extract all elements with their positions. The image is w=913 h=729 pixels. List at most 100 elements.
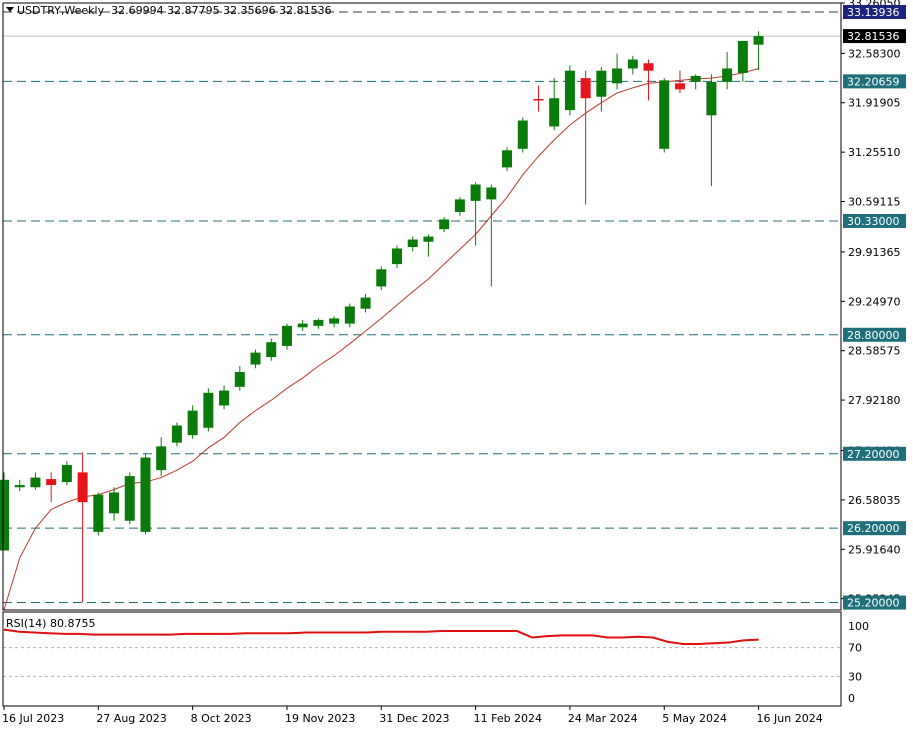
level-price-tag — [843, 595, 906, 610]
candle-body — [580, 78, 591, 99]
bullish-candle — [203, 388, 214, 432]
candle-body — [14, 485, 25, 488]
bearish-candle — [674, 70, 685, 94]
x-tick-label: 8 Oct 2023 — [191, 712, 252, 725]
bullish-candle — [486, 184, 497, 287]
rsi-value: 80.8755 — [49, 617, 96, 630]
candle-body — [329, 318, 340, 324]
bullish-candle — [0, 472, 9, 551]
x-tick-label: 27 Aug 2023 — [96, 712, 166, 725]
bullish-candle — [612, 53, 623, 90]
x-tick-label: 24 Mar 2024 — [568, 712, 638, 725]
level-price-label: 27.20000 — [847, 448, 900, 461]
candle-body — [376, 269, 387, 287]
candle-body — [219, 390, 230, 406]
candle-body — [250, 352, 261, 365]
candle-body — [281, 325, 292, 346]
ohlc-close: 32.81536 — [279, 4, 332, 17]
level-lines — [3, 11, 841, 604]
y-tick-label: 29.24970 — [848, 295, 901, 308]
candle-body — [109, 492, 120, 514]
rsi-header: RSI(14) 80.8755 — [6, 617, 95, 630]
bullish-candle — [281, 323, 292, 350]
main-plot-frame — [2, 2, 842, 611]
candle-body — [407, 239, 418, 247]
bullish-candle — [187, 405, 198, 439]
bullish-candle — [454, 197, 465, 216]
bullish-candle — [502, 147, 513, 172]
symbol-label: USDTRY — [17, 4, 61, 17]
y-tick-label: 28.58575 — [848, 345, 901, 358]
bullish-candle — [234, 366, 245, 391]
bearish-candle — [46, 472, 57, 503]
bullish-candle — [219, 385, 230, 410]
candle-body — [156, 446, 167, 471]
moving-average-line — [3, 67, 759, 611]
candle-body — [171, 425, 182, 443]
candle-body — [423, 236, 434, 242]
rsi-line — [3, 628, 759, 645]
candle-body — [486, 187, 497, 200]
candle-body — [30, 477, 41, 488]
level-price-tag — [843, 327, 906, 342]
candle-body — [46, 479, 57, 486]
candle-body — [470, 184, 481, 201]
candle-body — [596, 70, 607, 97]
bullish-candle — [61, 461, 72, 486]
bullish-candle — [156, 437, 167, 477]
bullish-candle — [596, 66, 607, 112]
level-price-label: 33.13936 — [847, 6, 900, 19]
bullish-candle — [392, 245, 402, 268]
bearish-candle — [643, 59, 654, 101]
rsi-tick-label: 100 — [848, 620, 869, 633]
candle-body — [266, 342, 277, 358]
level-price-tag — [843, 213, 906, 228]
bullish-candle — [753, 31, 764, 71]
candle-body — [612, 68, 623, 84]
level-price-label: 25.20000 — [847, 597, 900, 610]
bearish-candle — [580, 70, 591, 205]
bullish-candle — [171, 422, 182, 447]
y-tick-label: 27.92180 — [848, 394, 901, 407]
candle-body — [627, 59, 638, 69]
candle-body — [674, 83, 685, 90]
bullish-candle — [140, 453, 151, 535]
candle-body — [706, 81, 717, 116]
candle-body — [124, 476, 135, 521]
candle-body — [564, 70, 575, 111]
level-price-tag — [843, 4, 906, 19]
x-tick-label: 5 May 2024 — [662, 712, 727, 725]
level-price-label: 28.80000 — [847, 329, 900, 342]
bullish-candle — [659, 78, 670, 153]
bullish-candle — [93, 492, 104, 536]
candle-body — [93, 494, 104, 532]
candle-body — [659, 80, 670, 149]
dropdown-triangle-icon[interactable] — [6, 7, 14, 12]
x-tick-label: 19 Nov 2023 — [285, 712, 355, 725]
candle-body — [140, 457, 151, 532]
candle-body — [722, 68, 733, 82]
bullish-candle — [266, 338, 277, 361]
level-price-tag — [843, 521, 906, 536]
bullish-candle — [627, 55, 638, 75]
candle-body — [203, 392, 214, 428]
x-tick-label: 16 Jul 2023 — [2, 712, 64, 725]
rsi-tick-label: 70 — [848, 642, 862, 655]
axes-layer: 33.2605032.5830031.9190531.2551030.59115… — [2, 0, 901, 725]
current-price-label: 32.81536 — [847, 30, 900, 43]
x-tick-label: 16 Jun 2024 — [757, 712, 823, 725]
bullish-candle — [329, 316, 340, 328]
bullish-candle — [549, 78, 560, 131]
candle-body — [439, 219, 450, 230]
candle-body — [502, 150, 513, 168]
rsi-panel: 100 70 30 0 — [3, 620, 869, 705]
candle-body — [187, 410, 198, 436]
bullish-candle — [376, 266, 387, 291]
level-price-label: 32.20659 — [847, 75, 900, 88]
bullish-candle — [344, 303, 355, 328]
x-tick-label: 11 Feb 2024 — [474, 712, 542, 725]
candle-body — [753, 36, 764, 45]
ohlc-open: 32.69994 — [111, 4, 164, 17]
bullish-candle — [109, 487, 120, 521]
